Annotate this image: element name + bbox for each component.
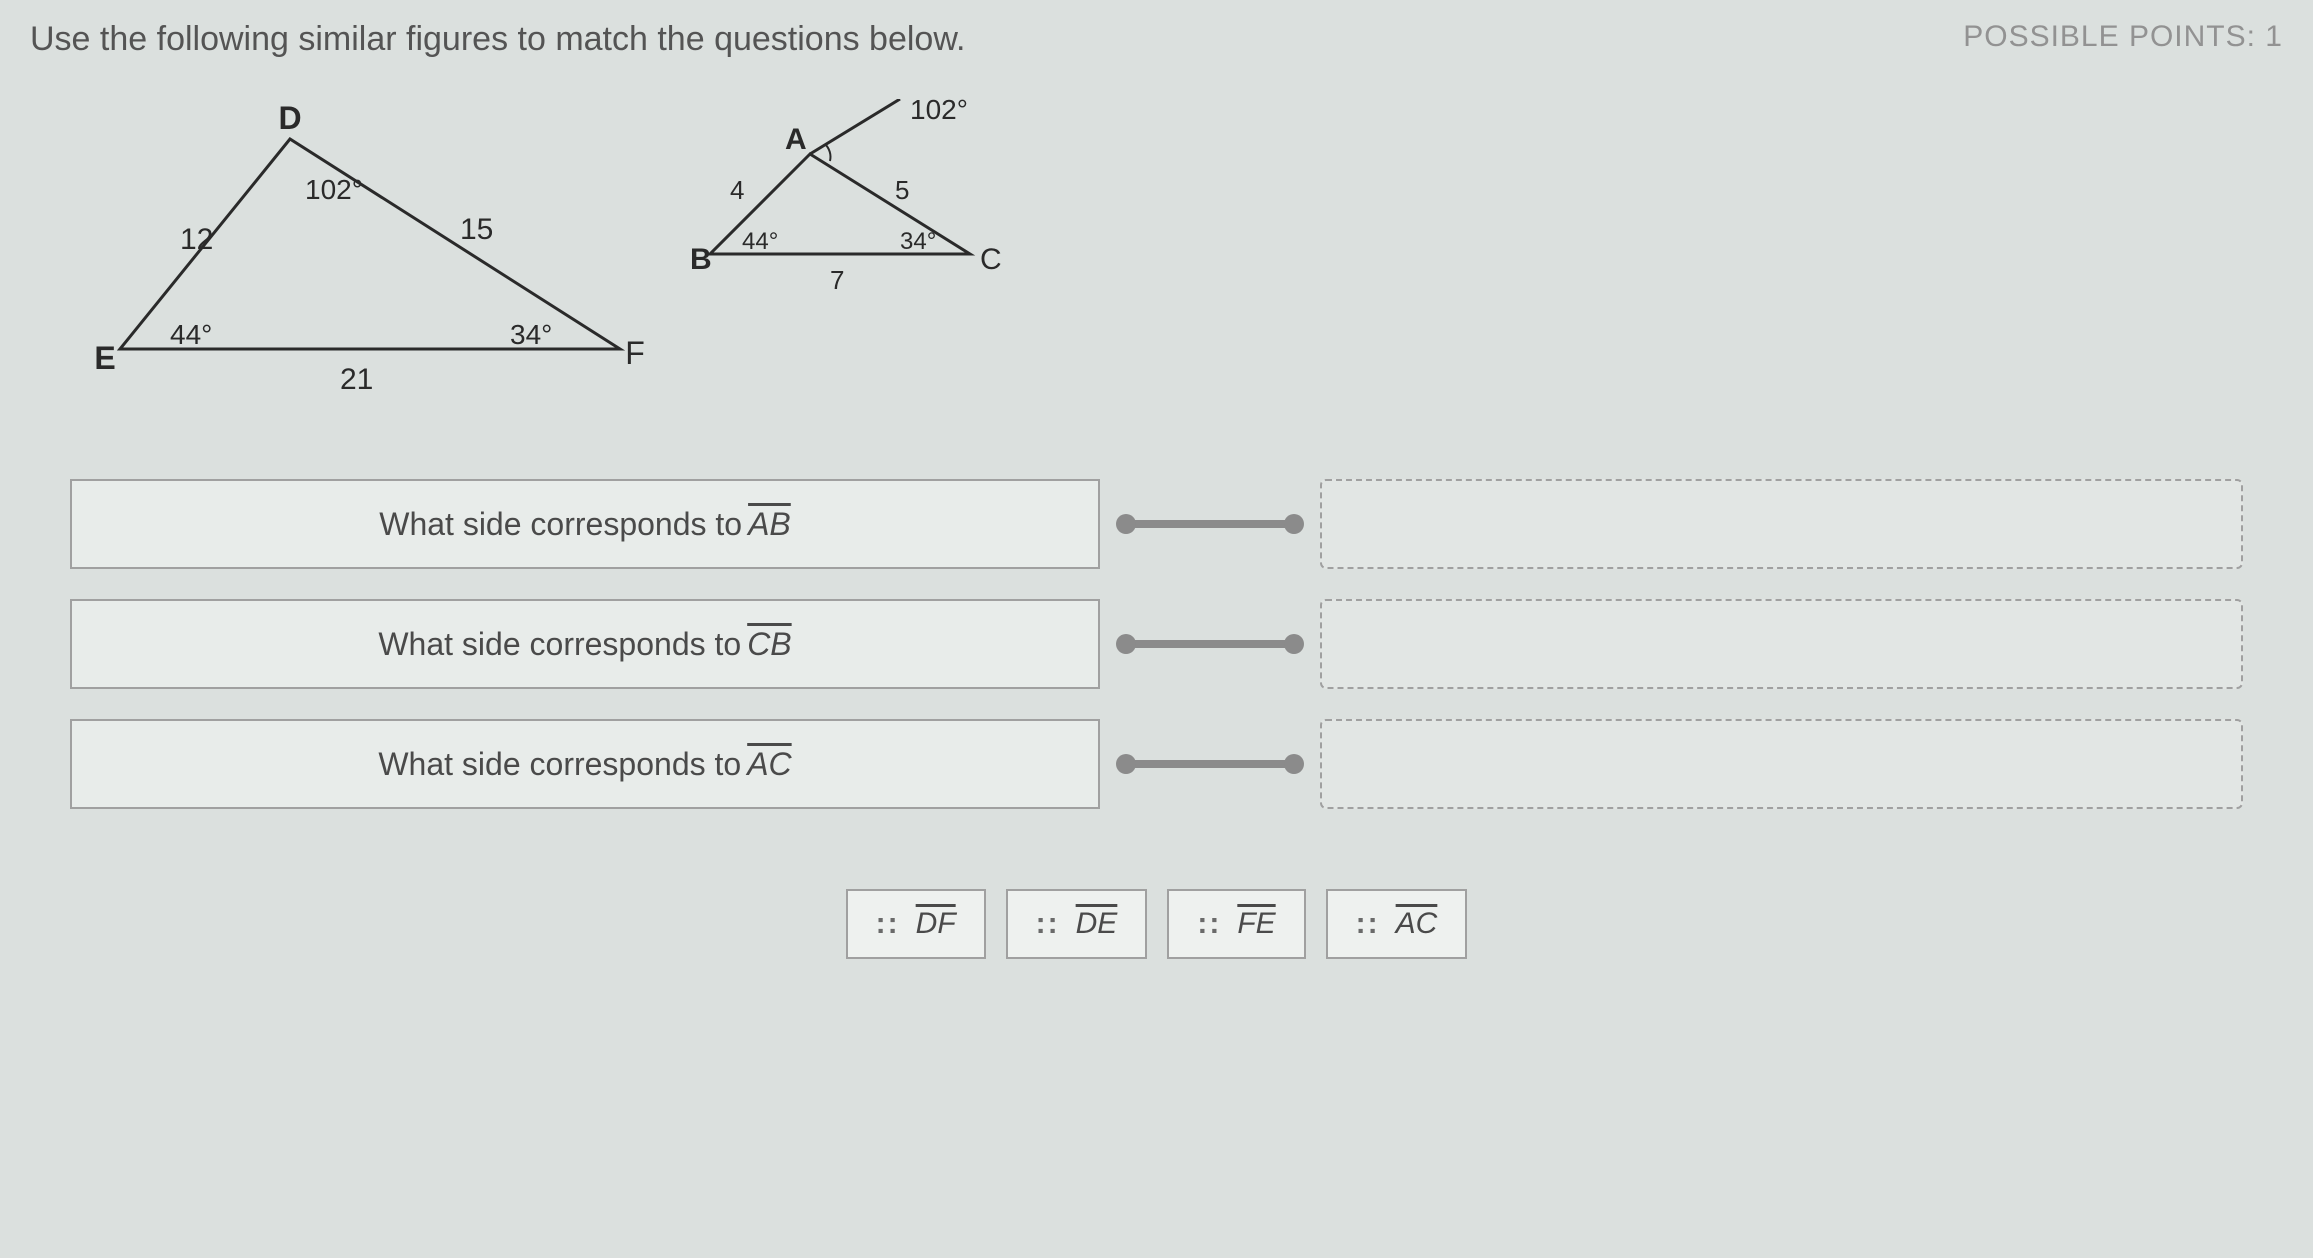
grip-icon <box>1197 907 1221 941</box>
drop-zone-ac[interactable] <box>1320 719 2243 809</box>
answer-chip-df[interactable]: DF <box>846 889 986 959</box>
vertex-e-label: E <box>94 340 115 376</box>
answer-bank: DF DE FE AC <box>30 889 2283 959</box>
question-list: What side corresponds to AB What side co… <box>30 479 2283 809</box>
question-box-ac: What side corresponds to AC <box>70 719 1100 809</box>
grip-icon <box>876 907 900 941</box>
angle-c-label: 34° <box>900 228 936 255</box>
page-root: Use the following similar figures to mat… <box>0 0 2313 979</box>
side-bc-label: 7 <box>830 265 844 295</box>
segment-ab: AB <box>748 506 791 543</box>
vertex-b-label: B <box>690 243 712 276</box>
answer-label: DF <box>916 907 956 941</box>
drop-zone-ab[interactable] <box>1320 479 2243 569</box>
answer-chip-de[interactable]: DE <box>1006 889 1148 959</box>
question-box-ab: What side corresponds to AB <box>70 479 1100 569</box>
prompt-text: Use the following similar figures to mat… <box>30 20 965 59</box>
question-prefix: What side corresponds to <box>378 626 741 663</box>
answer-label: DE <box>1076 907 1118 941</box>
answer-chip-fe[interactable]: FE <box>1167 889 1305 959</box>
possible-points-label: POSSIBLE POINTS: 1 <box>1963 20 2283 54</box>
segment-ac: AC <box>747 746 791 783</box>
triangle-abc: A B C 4 5 7 102° 44° 34° <box>670 99 1070 299</box>
segment-cb: CB <box>747 626 791 663</box>
side-ac-label: 5 <box>895 175 909 205</box>
vertex-c-label: C <box>980 243 1002 276</box>
connector-line <box>1120 760 1300 768</box>
question-row-ab: What side corresponds to AB <box>30 479 2283 569</box>
question-prefix: What side corresponds to <box>379 506 742 543</box>
connector-line <box>1120 640 1300 648</box>
vertex-d-label: D <box>278 100 301 136</box>
grip-icon <box>1356 907 1380 941</box>
question-row-cb: What side corresponds to CB <box>30 599 2283 689</box>
angle-a-external-label: 102° <box>910 99 968 125</box>
figures-area: D E F 12 15 21 102° 44° 34° A B C 4 5 7 … <box>90 99 2283 419</box>
connector-line <box>1120 520 1300 528</box>
side-de-label: 12 <box>180 223 213 256</box>
angle-d-label: 102° <box>305 174 363 205</box>
question-box-cb: What side corresponds to CB <box>70 599 1100 689</box>
header-row: Use the following similar figures to mat… <box>30 20 2283 59</box>
grip-icon <box>1036 907 1060 941</box>
answer-label: AC <box>1396 907 1438 941</box>
vertex-f-label: F <box>625 335 645 371</box>
question-row-ac: What side corresponds to AC <box>30 719 2283 809</box>
question-prefix: What side corresponds to <box>378 746 741 783</box>
drop-zone-cb[interactable] <box>1320 599 2243 689</box>
side-df-label: 15 <box>460 213 493 246</box>
angle-f-label: 34° <box>510 319 552 350</box>
triangle-def: D E F 12 15 21 102° 44° 34° <box>90 99 650 399</box>
side-ab-label: 4 <box>730 175 744 205</box>
angle-e-label: 44° <box>170 319 212 350</box>
side-ef-label: 21 <box>340 363 373 396</box>
answer-label: FE <box>1237 907 1275 941</box>
angle-b-label: 44° <box>742 228 778 255</box>
answer-chip-ac[interactable]: AC <box>1326 889 1468 959</box>
vertex-a-label: A <box>785 123 807 156</box>
